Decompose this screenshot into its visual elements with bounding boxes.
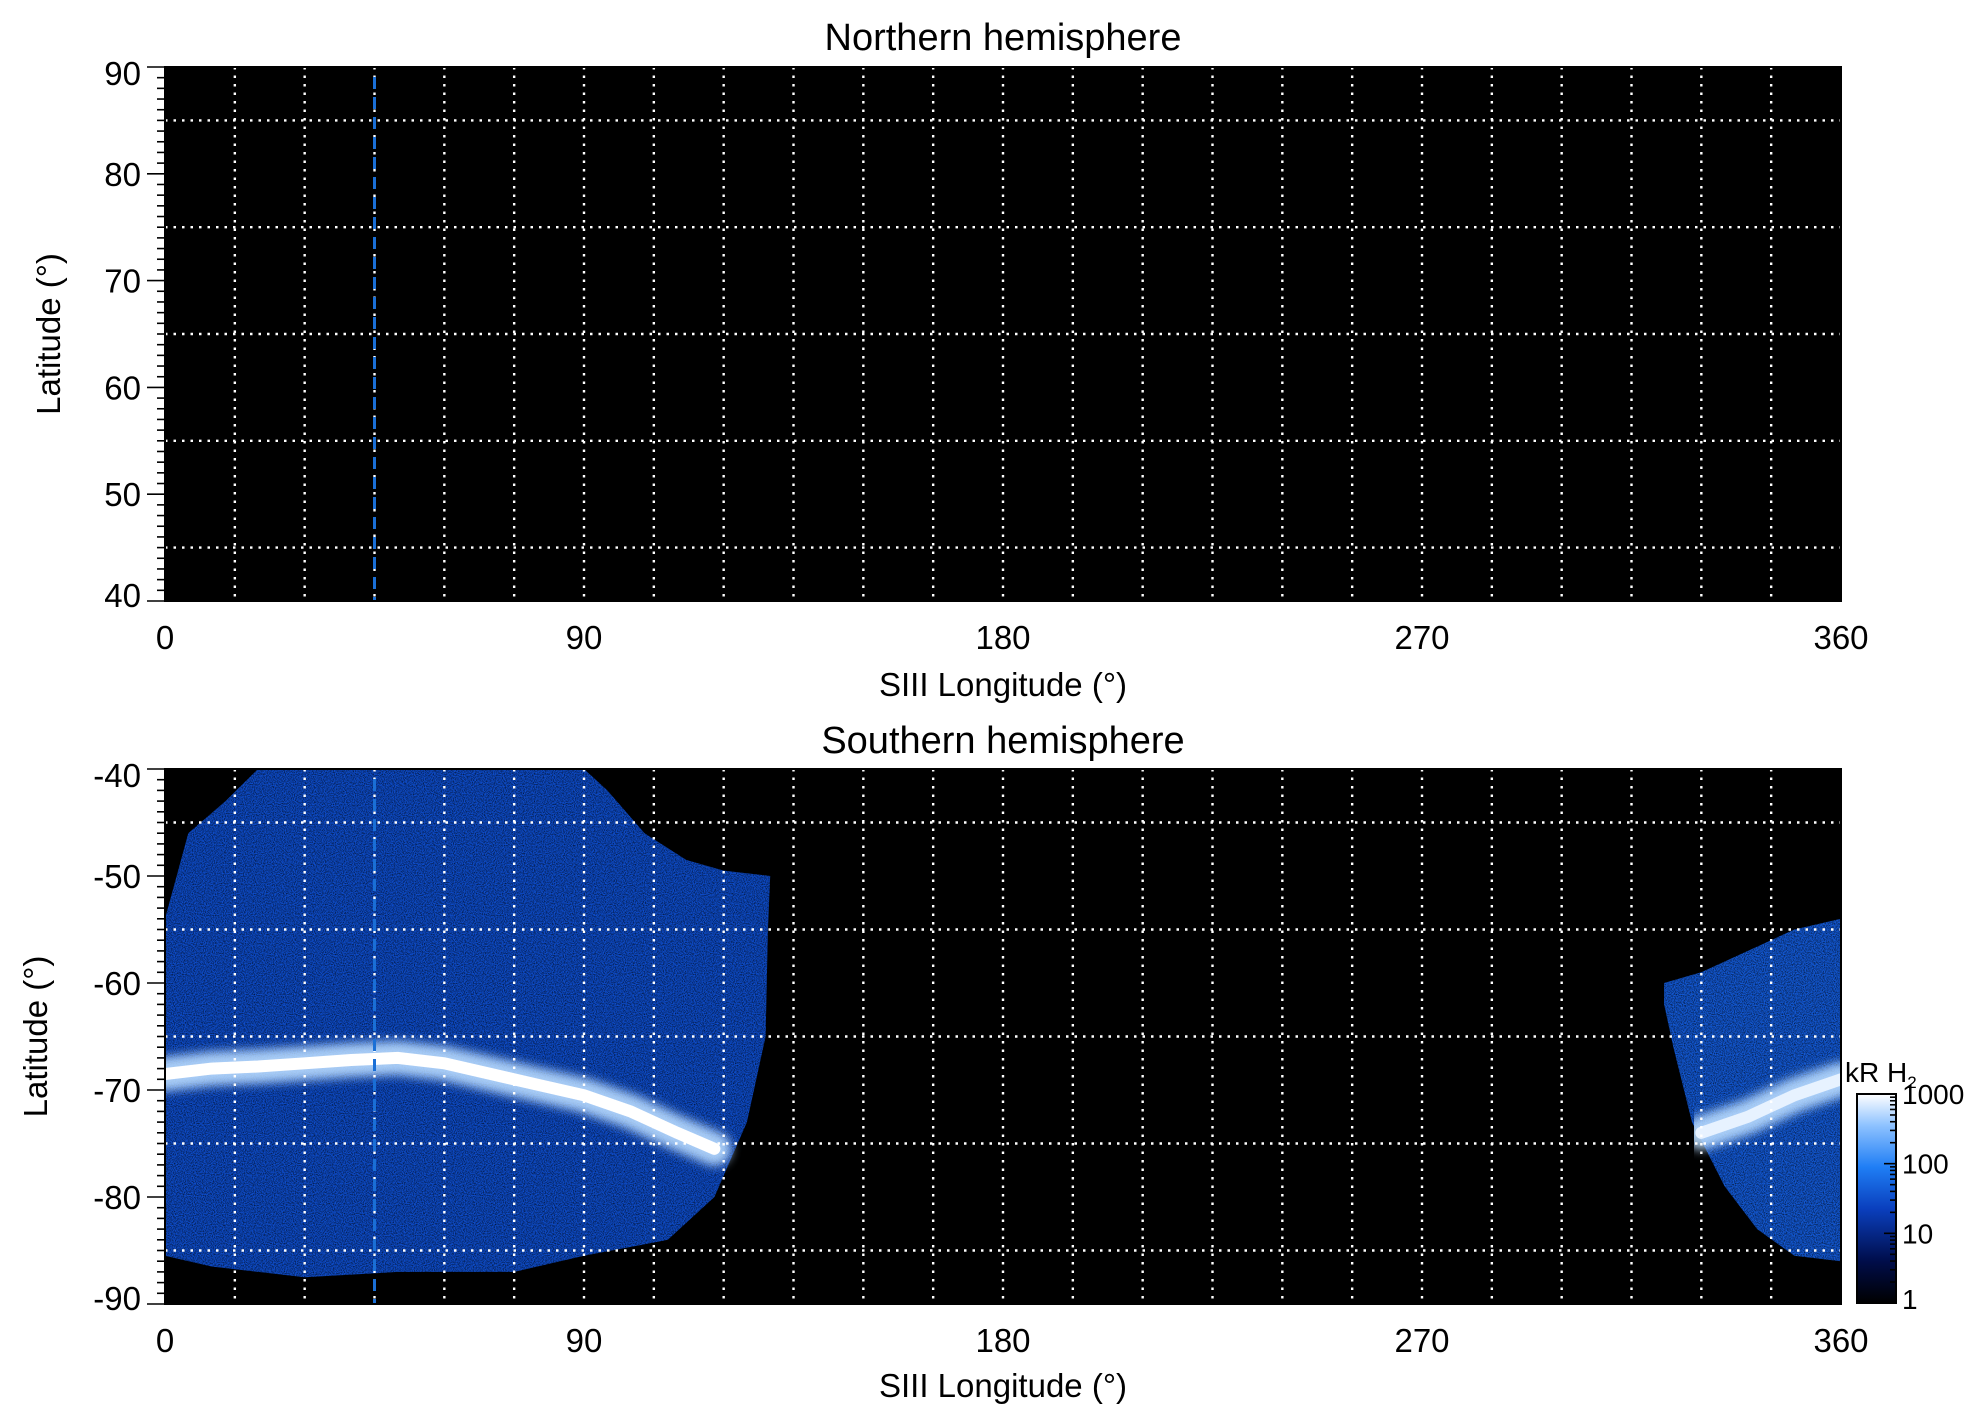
y-tick-label: 90	[104, 55, 141, 92]
y-axis-label: Latitude (°)	[17, 956, 54, 1118]
x-tick-label: 270	[1394, 1322, 1449, 1359]
colorbar-title-subscript: 2	[1907, 1073, 1916, 1092]
x-tick-label: 90	[566, 1322, 603, 1359]
main-oval-2	[1695, 1073, 1841, 1139]
y-tick-label: 60	[104, 369, 141, 406]
x-tick-label: 270	[1394, 619, 1449, 656]
y-tick-label: 40	[104, 577, 141, 614]
panel-title: Northern hemisphere	[825, 17, 1182, 59]
y-tick-label: -50	[93, 858, 141, 895]
southern-hemisphere-panel: -90 -80 -70 -60 -50 -40 0 90 180 270 360 Southern h…	[17, 720, 1869, 1404]
y-minor-ticks	[147, 768, 165, 1305]
colorbar-tick-label: 100	[1902, 1149, 1949, 1180]
y-tick-label: -60	[93, 965, 141, 1002]
colorbar-tick-label: 1	[1902, 1284, 1918, 1315]
y-tick-label: -90	[93, 1280, 141, 1317]
colorbar-title: kR H2	[1845, 1057, 1917, 1092]
plot-background	[165, 67, 1841, 601]
x-axis-label: SIII Longitude (°)	[879, 1367, 1127, 1404]
y-tick-label: 80	[104, 156, 141, 193]
colorbar: kR H2 1 10 100 1000	[1845, 1057, 1964, 1315]
colorbar-ticks: 1 10 100 1000	[1884, 1079, 1964, 1315]
y-tick-label: -40	[93, 757, 141, 794]
x-tick-label: 0	[156, 1322, 174, 1359]
x-tick-label: 180	[975, 1322, 1030, 1359]
y-tick-label: -70	[93, 1072, 141, 1109]
emission-region-1-texture	[165, 769, 771, 1278]
main-oval-1	[165, 1051, 721, 1155]
x-tick-label: 90	[566, 619, 603, 656]
x-tick-label: 360	[1813, 619, 1868, 656]
colorbar-tick-label: 1000	[1902, 1079, 1964, 1110]
x-tick-label: 0	[156, 619, 174, 656]
emission-region-2-texture	[1664, 918, 1841, 1262]
y-minor-ticks	[147, 66, 165, 602]
emission-layer	[165, 769, 1841, 1278]
x-tick-label: 360	[1813, 1322, 1868, 1359]
panel-title: Southern hemisphere	[821, 720, 1184, 762]
colorbar-gradient	[1856, 1093, 1897, 1304]
x-tick-label: 180	[975, 619, 1030, 656]
x-axis-label: SIII Longitude (°)	[879, 666, 1127, 703]
northern-hemisphere-panel: 40 50 60 70 80 90 0 90 180 270 360 Northern hemisph…	[30, 17, 1869, 703]
y-tick-label: 50	[104, 476, 141, 513]
y-tick-label: 70	[104, 263, 141, 300]
colorbar-tick-label: 10	[1902, 1218, 1933, 1249]
y-tick-label: -80	[93, 1179, 141, 1216]
y-axis-label: Latitude (°)	[30, 253, 67, 415]
